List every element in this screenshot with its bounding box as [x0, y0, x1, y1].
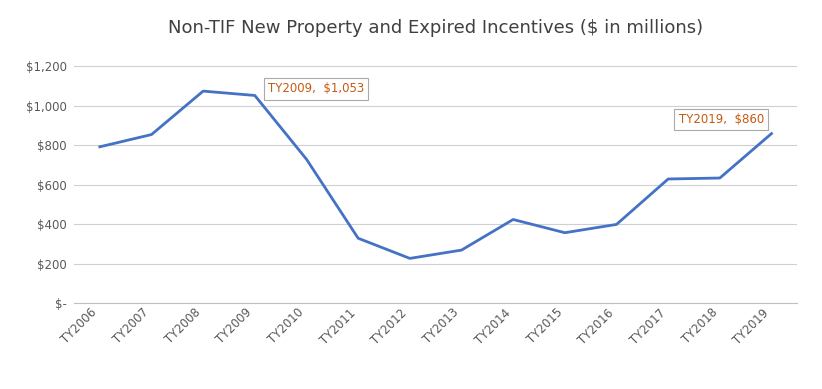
Title: Non-TIF New Property and Expired Incentives ($ in millions): Non-TIF New Property and Expired Incenti…: [168, 19, 704, 37]
Text: TY2019,  $860: TY2019, $860: [678, 113, 764, 126]
Text: TY2009,  $1,053: TY2009, $1,053: [268, 82, 364, 95]
